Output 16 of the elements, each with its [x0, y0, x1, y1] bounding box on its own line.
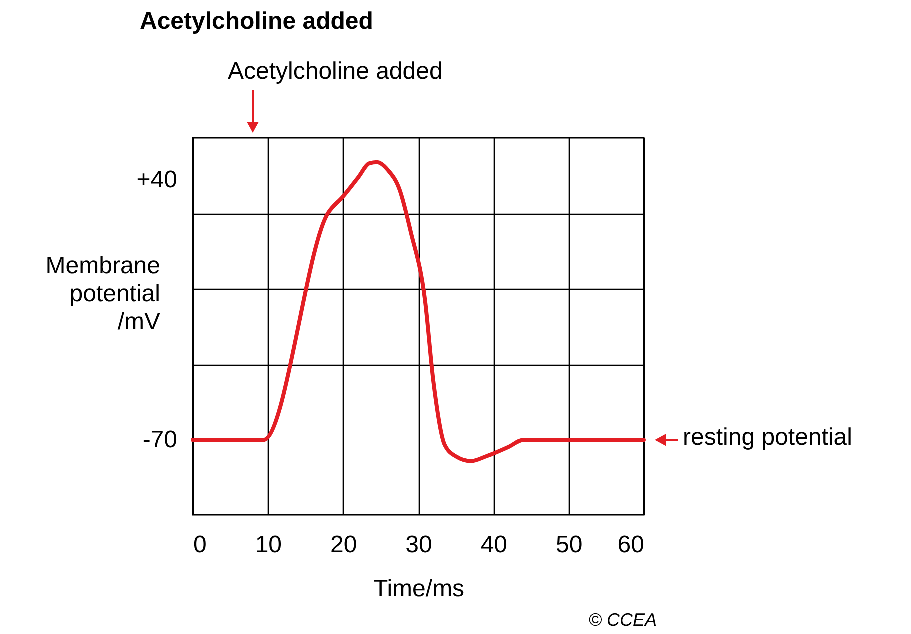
- text: Acetylcholine added: [228, 58, 443, 85]
- x-tick-label: 60: [618, 532, 644, 558]
- y-tick-label: +40: [136, 166, 178, 194]
- x-tick-label: 40: [480, 532, 508, 558]
- y-tick-label: -70: [142, 426, 178, 454]
- x-tick-label: 0: [194, 532, 207, 558]
- annotation: resting potential: [683, 424, 852, 452]
- line-series: [191, 160, 646, 464]
- x-tick-label: 10: [255, 532, 282, 558]
- x-tick-label: 30: [406, 532, 432, 558]
- x-tick-label: 20: [330, 532, 358, 558]
- chart-title: Acetylcholine added: [140, 8, 374, 35]
- y-axis-title: Membrane potential /mV: [46, 252, 160, 336]
- x-axis-title: Time/ms: [373, 576, 465, 602]
- text: © CCEA: [588, 610, 657, 630]
- x-tick-label: 50: [556, 532, 583, 558]
